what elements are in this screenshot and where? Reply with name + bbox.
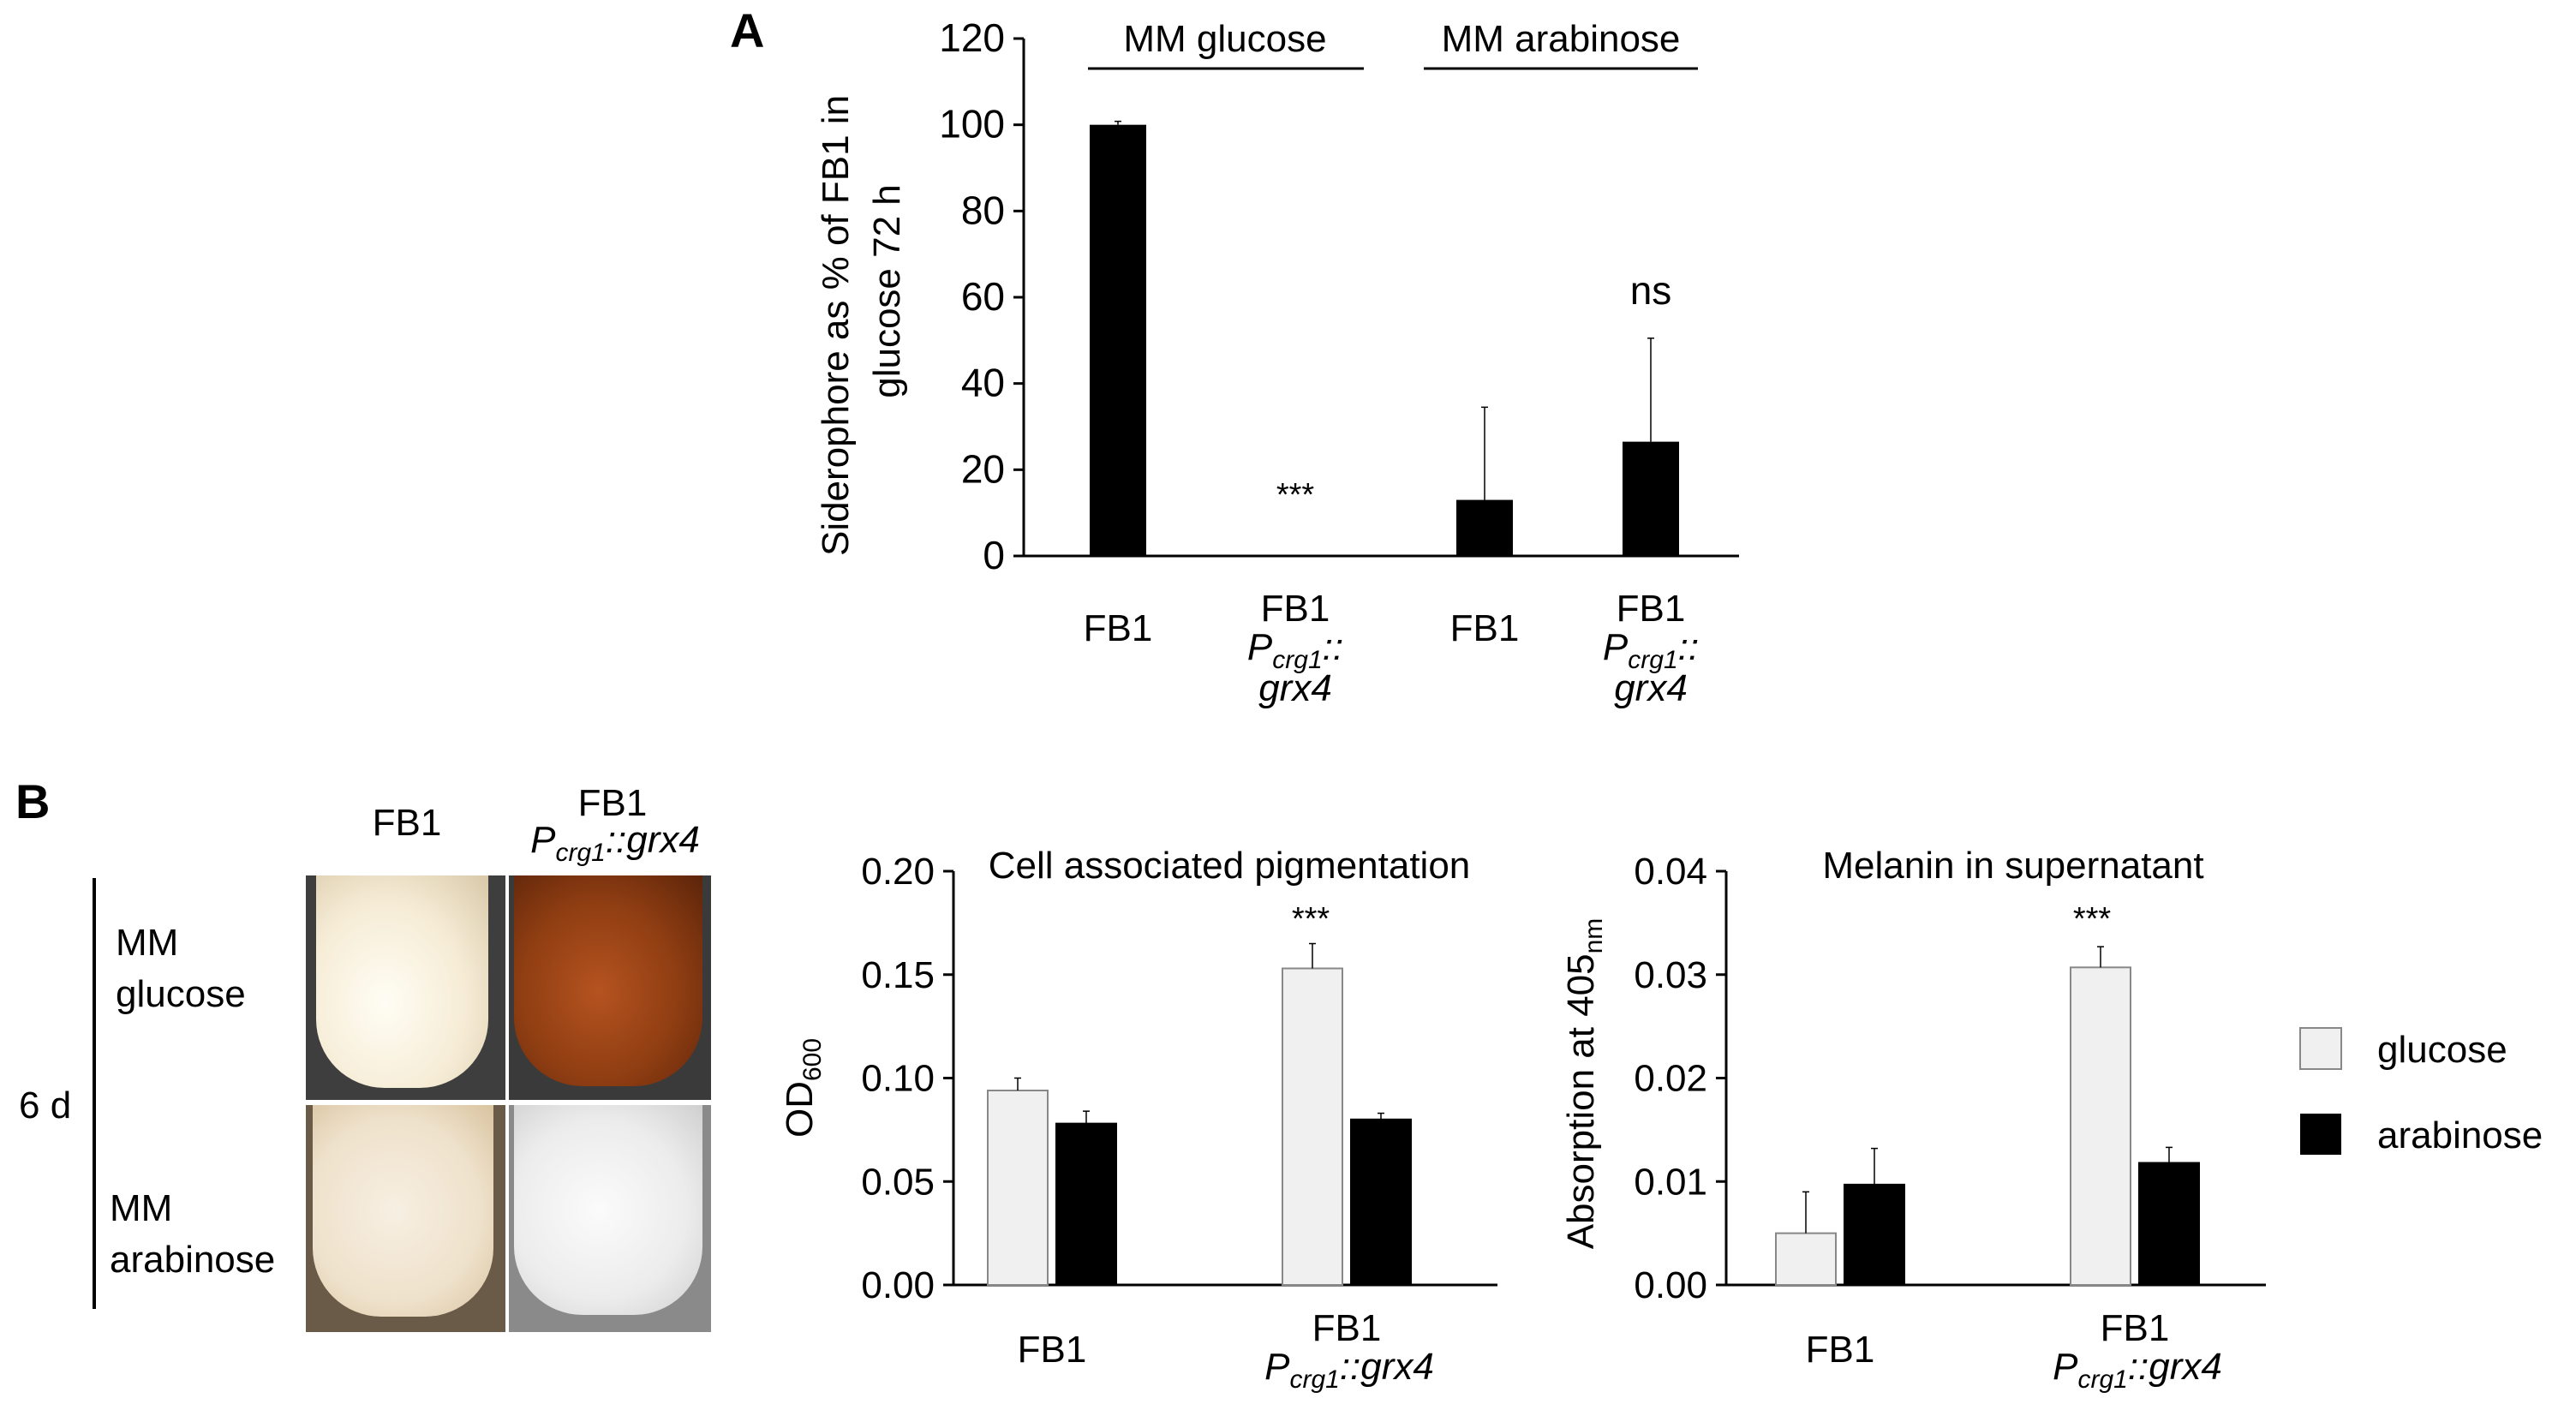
chart-c-cat-1: FB1 [1018, 1329, 1087, 1371]
chart-cell-pigmentation: Cell associated pigmentation OD600 0.000… [779, 845, 1497, 1394]
panel-b-row-1-line1: MM [116, 922, 178, 964]
chart-d-bar-glucose-1 [1775, 1232, 1837, 1286]
chart-d-ytick-label-3: 0.03 [1634, 954, 1707, 996]
tube-grx4-arabinose [514, 1105, 702, 1315]
panel-a: A Siderophore as % of FB1 in glucose 72 … [730, 3, 1739, 709]
panel-a-bar-3 [1456, 499, 1513, 556]
panel-a-ylabel-line1: Siderophore as % of FB1 in [815, 95, 857, 556]
panel-b-time: 6 d [19, 1084, 71, 1126]
panel-b-row-1-line2: glucose [116, 973, 246, 1015]
panel-b-col-2-line1: FB1 [578, 782, 648, 824]
chart-c-ytick-label-2: 0.10 [861, 1058, 935, 1100]
chart-c-bars [987, 942, 1412, 1287]
panel-a-bar-1 [1090, 124, 1146, 556]
panel-a-cat-2-line3: grx4 [1258, 667, 1332, 709]
panel-a-group-glucose: MM glucose [1123, 18, 1326, 60]
chart-d-bar-arabinose-1 [1844, 1183, 1905, 1287]
chart-d-cat-1: FB1 [1806, 1329, 1875, 1371]
chart-c-ytick-label-1: 0.05 [861, 1161, 935, 1203]
panel-a-cat-2-line1: FB1 [1261, 588, 1330, 630]
panel-a-ytick-label-3: 60 [961, 274, 1005, 319]
panel-a-ytick-label-4: 80 [961, 188, 1005, 232]
chart-c-ylabel: OD600 [779, 1038, 827, 1138]
chart-c-ytick-label-3: 0.15 [861, 954, 935, 996]
panel-b-label: B [15, 774, 50, 828]
chart-d-cat-2-line1: FB1 [2101, 1307, 2170, 1349]
chart-d-ytick-label-2: 0.02 [1634, 1058, 1707, 1100]
photo-fb1-arabinose [306, 1105, 505, 1332]
panel-b: B FB1 FB1 Pcrg1::grx4 6 d MM glucose MM … [15, 774, 700, 1309]
panel-b-col-2-line2: Pcrg1::grx4 [530, 819, 700, 867]
panel-a-ytick-label-5: 100 [939, 102, 1005, 146]
legend-glucose-label: glucose [2377, 1029, 2507, 1071]
panel-a-ytick-label-0: 0 [983, 533, 1005, 577]
panel-a-sig-4: ns [1630, 268, 1672, 313]
chart-d-ytick-label-0: 0.00 [1634, 1264, 1707, 1306]
photo-grx4-arabinose [509, 1105, 711, 1332]
panel-a-y-ticks: 0 20 40 60 80 100 120 [939, 15, 1024, 577]
panel-a-bar-4 [1623, 441, 1679, 556]
chart-c-cat-2-line2: Pcrg1::grx4 [1264, 1346, 1434, 1394]
panel-b-row-2-line2: arabinose [110, 1239, 275, 1281]
photo-grx4-glucose [509, 875, 711, 1100]
panel-a-group-arabinose: MM arabinose [1442, 18, 1681, 60]
panel-a-cat-1: FB1 [1084, 607, 1153, 649]
chart-d-ytick-label-1: 0.01 [1634, 1161, 1707, 1203]
panel-a-cat-2-line2: Pcrg1:: [1247, 626, 1343, 674]
panel-a-ytick-label-6: 120 [939, 15, 1005, 60]
legend-glucose-swatch [2299, 1027, 2342, 1070]
tube-grx4-glucose [514, 875, 702, 1086]
chart-c-bar-arabinose-1 [1055, 1122, 1117, 1286]
chart-d-sig: *** [2073, 901, 2112, 937]
panel-a-sig-2: *** [1276, 477, 1315, 513]
chart-c-sig: *** [1292, 901, 1330, 937]
tube-fb1-arabinose [313, 1105, 493, 1317]
panel-a-cat-3: FB1 [1450, 607, 1520, 649]
chart-c-bar-glucose-1 [987, 1089, 1049, 1286]
chart-d-bar-arabinose-2 [2138, 1162, 2200, 1287]
panel-a-bars [1090, 120, 1679, 556]
tube-fb1-glucose [316, 875, 488, 1088]
legend-arabinose-label: arabinose [2377, 1114, 2543, 1156]
chart-c-title: Cell associated pigmentation [989, 845, 1471, 887]
panel-b-col-1: FB1 [373, 802, 442, 844]
panel-b-row-2-line1: MM [110, 1187, 172, 1229]
photo-fb1-glucose [306, 875, 505, 1100]
chart-c-ytick-label-0: 0.00 [861, 1264, 935, 1306]
panel-a-ylabel-line2: glucose 72 h [866, 184, 908, 398]
chart-d-bar-glucose-2 [2070, 966, 2131, 1286]
chart-c-bar-arabinose-2 [1350, 1118, 1412, 1287]
panel-a-label: A [730, 3, 764, 57]
legend-arabinose-swatch [2300, 1114, 2341, 1155]
chart-d-ylabel: Absorption at 405nm [1560, 918, 1608, 1250]
chart-d-bars [1775, 946, 2200, 1287]
panel-a-ytick-label-2: 40 [961, 361, 1005, 405]
chart-d-cat-2-line2: Pcrg1::grx4 [2053, 1346, 2222, 1394]
chart-d-title: Melanin in supernatant [1822, 845, 2203, 887]
panel-a-ytick-label-1: 20 [961, 446, 1005, 491]
chart-c-ytick-label-4: 0.20 [861, 851, 935, 893]
chart-c-y-ticks: 0.00 0.05 0.10 0.15 0.20 [861, 851, 953, 1306]
chart-d-ytick-label-4: 0.04 [1634, 851, 1707, 893]
chart-c-bar-glucose-2 [1282, 967, 1343, 1286]
chart-melanin: Melanin in supernatant Absorption at 405… [1560, 845, 2266, 1394]
panel-a-cat-4-line1: FB1 [1617, 588, 1686, 630]
chart-d-y-ticks: 0.00 0.01 0.02 0.03 0.04 [1634, 851, 1726, 1306]
panel-a-cat-4-line2: Pcrg1:: [1603, 626, 1699, 674]
legend: glucose arabinose [2299, 1027, 2543, 1156]
chart-c-cat-2-line1: FB1 [1312, 1307, 1382, 1349]
panel-a-cat-4-line3: grx4 [1614, 667, 1688, 709]
